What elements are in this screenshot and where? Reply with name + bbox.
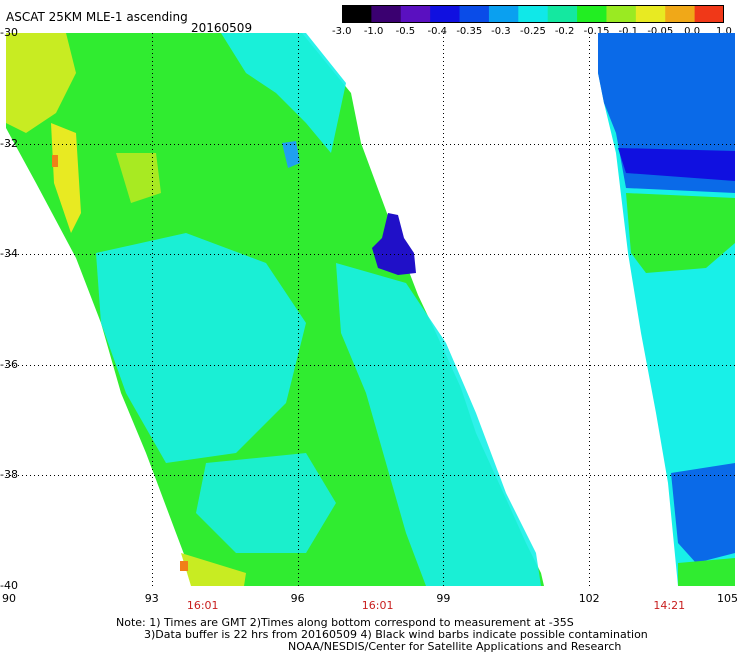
time-label: 16:01 [361,599,394,612]
colorbar-segment [400,5,431,23]
x-axis-label: 93 [144,592,159,605]
swath-left-yellow-region [181,553,246,586]
swath-right-green-band [678,558,735,586]
colorbar-label: -0.15 [583,26,610,37]
colorbar-segment [459,5,490,23]
colorbar-segment [577,5,608,23]
map-title: ASCAT 25KM MLE-1 ascending [6,10,188,24]
swath-right-green-band [626,193,735,273]
swath-left-purple-anomaly [372,213,416,275]
note-line-3: NOAA/NESDIS/Center for Satellite Applica… [288,640,622,653]
colorbar-label: -0.3 [491,26,511,37]
colorbar-segment [635,5,666,23]
colorbar-label: -0.35 [456,26,483,37]
swath-left-orange-pixel [52,155,58,167]
x-axis-label: 99 [436,592,451,605]
graticule [6,33,735,586]
y-axis-label: -36 [0,357,18,371]
swath-left-cyan-region [96,233,306,463]
swath-left-cyan-region [196,453,336,553]
colorbar-segment [547,5,578,23]
time-label: 14:21 [653,599,686,612]
colorbar-label: -0.05 [647,26,674,37]
colorbar-segment [606,5,637,23]
colorbar-label: -0.2 [554,26,575,37]
note-line-1: Note: 1) Times are GMT 2)Times along bot… [116,616,574,629]
colorbar-segment [342,5,372,23]
swath-left-cyan-region [336,263,541,586]
colorbar-label: 1.0 [716,26,732,37]
colorbar-segment [518,5,549,23]
map-panel [6,33,735,586]
swath-right-darkblue-band [618,148,735,181]
colorbar-label: -0.25 [520,26,546,37]
colorbar-segment [488,5,519,23]
map-date: 20160509 [191,21,253,35]
colorbar-label: -0.4 [427,26,448,37]
x-axis-label: 105 [717,592,738,605]
swath-left-yellow-region [51,123,81,233]
y-axis-label: -30 [0,26,18,39]
y-axis-label: -34 [0,247,18,261]
y-axis-label: -40 [0,579,18,592]
y-axis-label: -32 [0,136,18,150]
swath-left-orange-pixel [180,561,188,571]
swath-left-yellow-region [116,153,161,203]
note-line-2: 3)Data buffer is 22 hrs from 20160509 4)… [144,628,648,641]
colorbar-label: 0.0 [684,26,701,37]
time-label: 16:01 [186,599,219,612]
swath-left-yellow-region [6,33,76,133]
colorbar [342,5,724,23]
colorbar-label: -0.5 [395,26,416,37]
colorbar-label: -0.1 [618,26,639,37]
colorbar-segment [665,5,696,23]
x-axis-label: 90 [2,592,16,605]
colorbar-label: -3.0 [332,26,352,37]
x-axis-label: 102 [578,592,600,605]
colorbar-segment [371,5,402,23]
y-axis-label: -38 [0,468,18,482]
swath-left-blue-spot [282,141,300,168]
colorbar-segment [694,5,724,23]
colorbar-segment [430,5,461,23]
colorbar-label: -1.0 [363,26,384,37]
x-axis-label: 96 [290,592,305,605]
swath-left-cyan-region [221,33,346,153]
swath-right-blue-region [671,463,735,563]
